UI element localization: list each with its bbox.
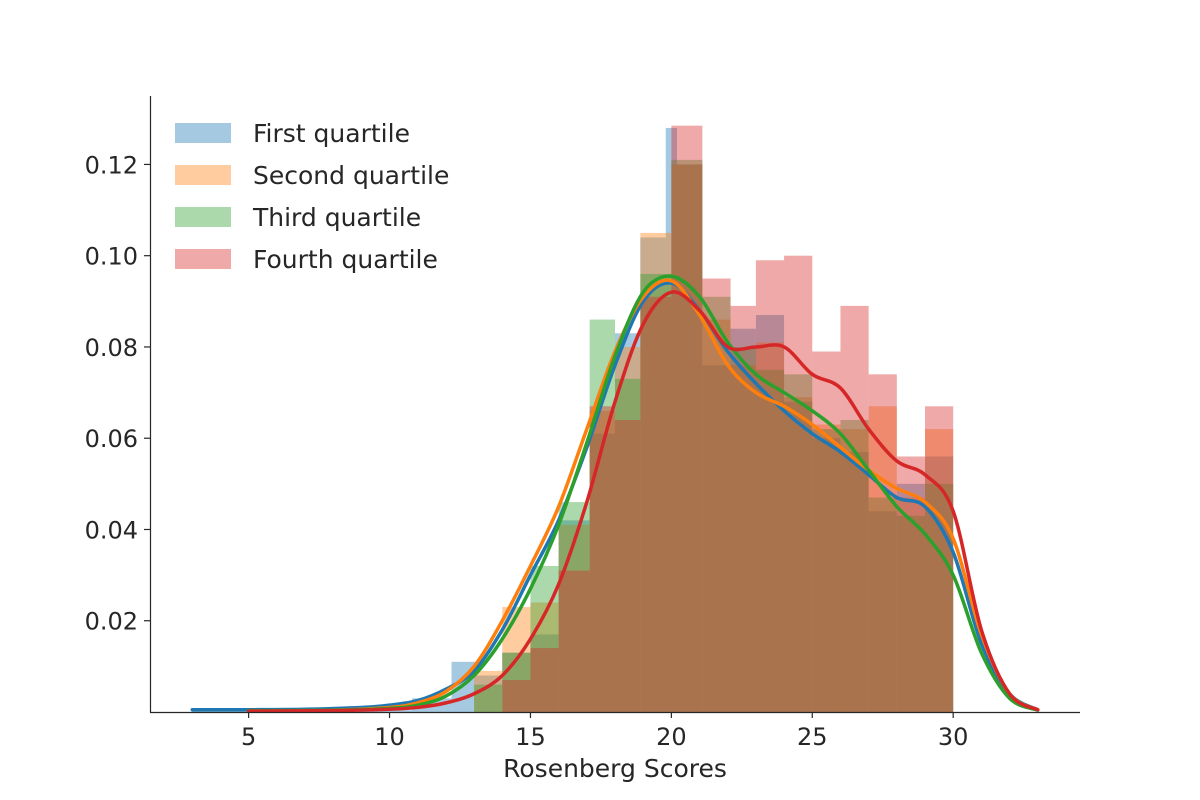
- histogram-bar: [812, 438, 841, 712]
- histogram-bar: [640, 296, 672, 712]
- histogram-bar: [502, 680, 531, 712]
- x-tick-label: 20: [656, 723, 687, 751]
- histogram-bar: [640, 232, 672, 712]
- histogram-bar: [896, 497, 925, 712]
- series-bars-2: [474, 164, 954, 712]
- histogram-bar: [615, 333, 641, 712]
- kde-line-2: [246, 278, 1040, 713]
- legend: First quartile Second quartile Third quart…: [175, 119, 449, 274]
- legend-label: First quartile: [253, 119, 410, 148]
- histogram-bar: [730, 365, 756, 712]
- histogram-bar: [640, 273, 672, 712]
- histogram-bar: [502, 652, 531, 712]
- series-bars-4: [502, 125, 954, 712]
- histogram-bar: [530, 634, 559, 712]
- histogram-bar: [476, 675, 503, 712]
- histogram-bar: [868, 374, 897, 712]
- histogram-bar: [702, 296, 731, 712]
- series-bars-1: [192, 127, 954, 712]
- kde-curves: [190, 274, 1040, 713]
- legend-label: Third quartile: [252, 203, 421, 232]
- histogram-bar: [558, 524, 590, 712]
- histogram-bar: [589, 410, 615, 712]
- histogram-bar: [671, 125, 703, 712]
- x-axis-label: Rosenberg Scores: [503, 754, 727, 783]
- y-tick-label: 0.02: [85, 608, 138, 636]
- kde-line-3: [246, 274, 1040, 713]
- x-tick-label: 15: [515, 723, 546, 751]
- histogram-bar: [925, 429, 954, 712]
- y-tick-label: 0.06: [85, 425, 138, 453]
- histogram-bar: [702, 365, 731, 712]
- legend-swatch: [175, 123, 231, 143]
- histogram-bar: [868, 511, 897, 712]
- histogram-bar: [530, 648, 559, 712]
- histogram-bar: [812, 351, 841, 712]
- histogram-bar: [702, 319, 731, 712]
- histogram-bar: [665, 127, 677, 712]
- x-tick-label: 5: [241, 723, 256, 751]
- histogram-bar: [896, 515, 925, 712]
- histogram-bar: [671, 164, 703, 712]
- histogram-bar: [502, 652, 531, 712]
- histogram-bar: [530, 602, 559, 712]
- histogram-bar: [812, 424, 841, 712]
- histogram-bar: [530, 565, 559, 712]
- histogram-bar: [474, 684, 503, 712]
- legend-label: Fourth quartile: [253, 245, 438, 274]
- histogram-bar: [840, 429, 869, 712]
- histogram-bar: [755, 369, 785, 712]
- y-tick-label: 0.10: [85, 243, 138, 271]
- histogram-bar: [730, 328, 756, 712]
- y-tick-label: 0.12: [85, 151, 138, 179]
- histogram-bar: [730, 305, 756, 712]
- histogram-bar: [615, 346, 641, 712]
- x-tick-label: 10: [374, 723, 405, 751]
- legend-swatch: [175, 249, 231, 269]
- x-ticks: 5 10 15 20 25 30: [241, 712, 968, 751]
- histogram-bar: [925, 406, 954, 712]
- histogram-bar: [589, 406, 615, 712]
- histogram-bar: [840, 305, 869, 712]
- histogram-bar: [784, 397, 813, 712]
- axes: [149, 96, 1080, 714]
- histogram-bar: [615, 419, 641, 712]
- histogram-bar: [755, 315, 785, 712]
- histogram-bar: [868, 497, 897, 712]
- y-ticks: 0.02 0.04 0.06 0.08 0.10 0.12: [85, 151, 150, 636]
- histogram-bar: [671, 159, 703, 712]
- kde-line-1: [190, 281, 1040, 712]
- histogram-bar: [640, 237, 666, 712]
- legend-label: Second quartile: [253, 161, 449, 190]
- legend-swatch: [175, 207, 231, 227]
- x-tick-label: 25: [797, 723, 828, 751]
- histogram-bar: [784, 255, 813, 712]
- histogram-bar: [615, 378, 641, 712]
- histogram-bar: [677, 164, 703, 712]
- y-tick-label: 0.04: [85, 516, 138, 544]
- histogram-bar: [812, 429, 841, 712]
- histogram-bar: [755, 260, 785, 712]
- kde-line-4: [246, 290, 1040, 713]
- histogram-bar: [558, 520, 590, 712]
- x-tick-label: 30: [938, 723, 969, 751]
- histogram-bar: [840, 451, 869, 712]
- legend-swatch: [175, 165, 231, 185]
- histogram-bar: [558, 570, 590, 712]
- histogram-bar: [784, 401, 813, 712]
- y-tick-label: 0.08: [85, 334, 138, 362]
- histogram-bar: [730, 346, 756, 712]
